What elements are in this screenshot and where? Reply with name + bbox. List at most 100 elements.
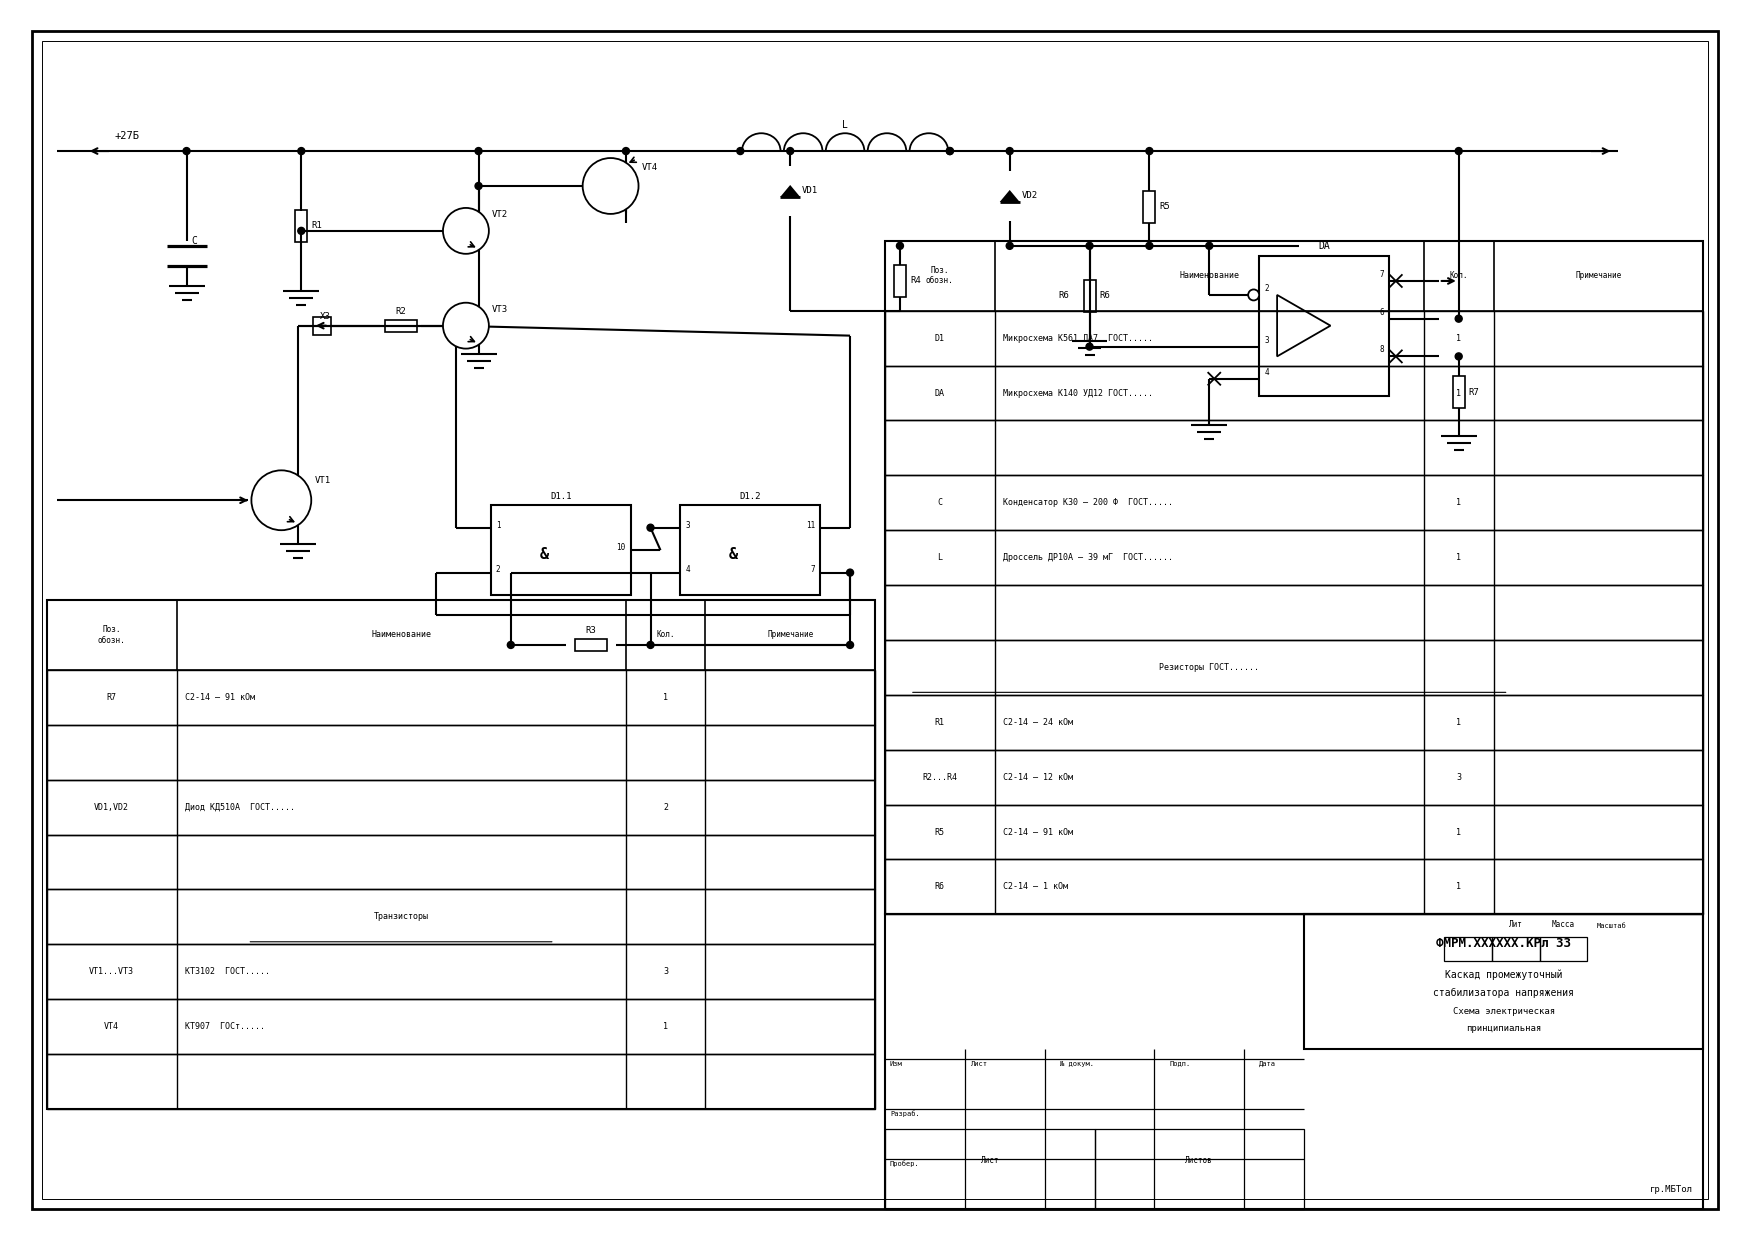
Circle shape xyxy=(1007,148,1014,155)
Text: 3: 3 xyxy=(686,521,689,529)
Text: 3: 3 xyxy=(663,967,668,976)
Text: 1: 1 xyxy=(663,693,668,702)
Text: ФМРМ.ХХХХХХ.КРл 33: ФМРМ.ХХХХХХ.КРл 33 xyxy=(1437,937,1572,951)
Text: Наименование: Наименование xyxy=(1179,272,1240,280)
Circle shape xyxy=(582,157,638,215)
Circle shape xyxy=(444,303,489,348)
Text: Пробер.: Пробер. xyxy=(889,1161,919,1167)
Text: 3: 3 xyxy=(1456,773,1461,781)
Bar xyxy=(886,694,1703,750)
Bar xyxy=(1540,937,1587,961)
Text: Масса: Масса xyxy=(1552,920,1575,929)
Circle shape xyxy=(623,148,630,155)
Circle shape xyxy=(896,242,903,249)
Text: 7: 7 xyxy=(1379,270,1384,279)
Text: Изм: Изм xyxy=(889,1061,903,1066)
Bar xyxy=(886,750,1703,805)
Bar xyxy=(886,914,1703,1209)
Text: 4: 4 xyxy=(686,565,689,574)
Circle shape xyxy=(847,641,854,649)
Text: R6: R6 xyxy=(935,883,945,892)
Bar xyxy=(886,241,1703,311)
Text: Кол.: Кол. xyxy=(656,630,675,640)
Bar xyxy=(886,241,1703,914)
Text: гр.МБТол: гр.МБТол xyxy=(1651,1184,1693,1194)
Text: Наименование: Наименование xyxy=(372,630,431,640)
Text: &: & xyxy=(730,547,738,562)
Circle shape xyxy=(507,641,514,649)
Bar xyxy=(47,945,875,999)
Bar xyxy=(886,420,1703,475)
Circle shape xyxy=(1086,343,1093,350)
Text: Транзисторы: Транзисторы xyxy=(374,913,428,921)
Text: R2: R2 xyxy=(395,306,407,316)
Bar xyxy=(1084,280,1096,311)
Text: L: L xyxy=(937,553,942,562)
Text: Листов: Листов xyxy=(1186,1156,1214,1166)
Text: R7: R7 xyxy=(107,693,118,702)
Text: 1: 1 xyxy=(1456,718,1461,727)
Text: Кол.: Кол. xyxy=(1449,272,1468,280)
Text: Лист: Лист xyxy=(980,1156,1000,1166)
Bar xyxy=(384,320,417,331)
Text: R4: R4 xyxy=(910,277,921,285)
Circle shape xyxy=(298,148,305,155)
Bar xyxy=(1452,377,1465,408)
Text: VT1...VT3: VT1...VT3 xyxy=(89,967,135,976)
Circle shape xyxy=(647,525,654,531)
Circle shape xyxy=(737,148,744,155)
Circle shape xyxy=(947,148,954,155)
Text: VT3: VT3 xyxy=(491,305,509,314)
Text: 1: 1 xyxy=(1456,388,1461,398)
Circle shape xyxy=(1205,242,1212,249)
Text: R2...R4: R2...R4 xyxy=(923,773,958,781)
Circle shape xyxy=(444,208,489,254)
Text: Поз.
обозн.: Поз. обозн. xyxy=(926,267,954,285)
Circle shape xyxy=(453,322,460,329)
Bar xyxy=(491,505,630,595)
Circle shape xyxy=(1456,353,1463,360)
Text: 2: 2 xyxy=(496,565,500,574)
Text: DA: DA xyxy=(1317,241,1330,250)
Text: VD1,VD2: VD1,VD2 xyxy=(95,802,130,811)
Text: R1: R1 xyxy=(310,222,323,231)
Bar xyxy=(295,210,307,242)
Text: Дроссель ДР10А – 39 мГ  ГОСТ......: Дроссель ДР10А – 39 мГ ГОСТ...... xyxy=(1003,553,1173,562)
Text: VT1: VT1 xyxy=(314,476,330,485)
Text: R3: R3 xyxy=(586,626,596,635)
Bar xyxy=(1259,255,1389,396)
Text: Резисторы ГОСТ......: Резисторы ГОСТ...... xyxy=(1159,663,1259,672)
Text: С2-14 – 12 кОм: С2-14 – 12 кОм xyxy=(1003,773,1073,781)
Bar xyxy=(575,639,607,651)
Bar xyxy=(1144,191,1156,223)
Bar xyxy=(681,505,821,595)
Text: КТ3102  ГОСТ.....: КТ3102 ГОСТ..... xyxy=(184,967,270,976)
Text: R6: R6 xyxy=(1100,291,1110,300)
Text: 1: 1 xyxy=(1456,827,1461,837)
Text: Поз.
обозн.: Поз. обозн. xyxy=(98,625,126,645)
Text: Масштаб: Масштаб xyxy=(1596,924,1626,929)
Text: Лист: Лист xyxy=(970,1061,988,1066)
Text: 1: 1 xyxy=(496,521,500,529)
Bar xyxy=(312,316,332,335)
Bar xyxy=(886,366,1703,420)
Bar xyxy=(886,311,1703,366)
Text: 7: 7 xyxy=(810,565,816,574)
Bar xyxy=(886,475,1703,531)
Circle shape xyxy=(1086,242,1093,249)
Text: R6: R6 xyxy=(1059,291,1070,300)
Circle shape xyxy=(1249,289,1259,300)
Text: 3: 3 xyxy=(1265,336,1268,345)
Circle shape xyxy=(947,148,954,155)
Text: Диод КД510А  ГОСТ.....: Диод КД510А ГОСТ..... xyxy=(184,802,295,811)
Bar xyxy=(47,999,875,1054)
Circle shape xyxy=(1456,315,1463,322)
Circle shape xyxy=(1007,242,1014,249)
Text: принципиальная: принципиальная xyxy=(1466,1024,1542,1033)
Text: 2: 2 xyxy=(1265,284,1268,293)
Text: D1.2: D1.2 xyxy=(740,492,761,501)
Text: VT4: VT4 xyxy=(103,1022,119,1032)
Circle shape xyxy=(788,148,795,155)
Text: VD2: VD2 xyxy=(1021,191,1038,201)
Text: 6: 6 xyxy=(1379,308,1384,316)
